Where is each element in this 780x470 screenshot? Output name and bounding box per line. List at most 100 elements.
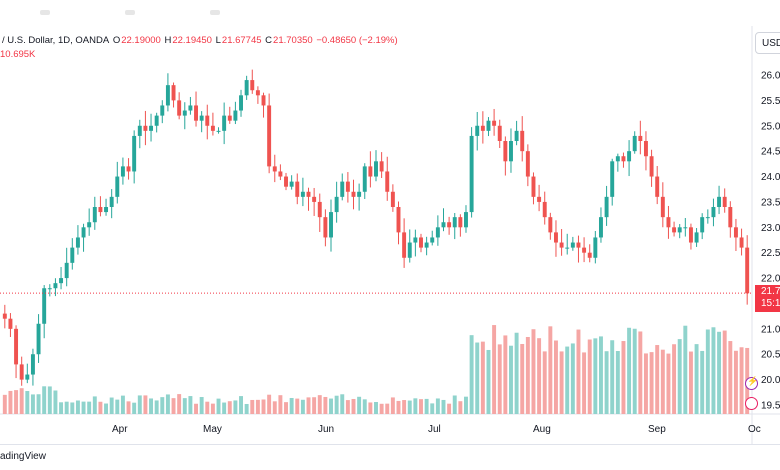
- volume-bar: [475, 342, 480, 414]
- top-toolbar: [0, 0, 780, 26]
- volume-bar: [87, 401, 92, 414]
- candle-body: [745, 247, 750, 294]
- y-tick-label: 22.0: [761, 274, 780, 285]
- volume-bar: [109, 397, 114, 414]
- candle-body: [143, 125, 148, 131]
- candle-body: [565, 247, 570, 249]
- volume-bar: [610, 340, 615, 414]
- y-tick-label: 24.0: [761, 172, 780, 183]
- open-value: 22.19000: [121, 35, 161, 46]
- y-tick-label: 25.0: [761, 121, 780, 132]
- candle-body: [104, 207, 109, 213]
- volume-bar: [132, 402, 137, 414]
- volume-bar: [222, 402, 227, 414]
- volume-bar: [374, 401, 378, 414]
- candle-body: [2, 313, 7, 319]
- y-tick-label: 20.0: [761, 375, 780, 386]
- volume-bar: [194, 403, 198, 414]
- volume-bar: [739, 347, 744, 414]
- candle-body: [75, 237, 80, 248]
- volume-bar: [210, 403, 215, 414]
- candle-body: [514, 130, 519, 141]
- candle-body: [42, 288, 47, 324]
- candle-body: [53, 283, 58, 289]
- toolbar-dot[interactable]: [125, 10, 135, 15]
- lightning-icon[interactable]: [745, 376, 758, 390]
- candle-body: [385, 171, 390, 192]
- volume-bar: [227, 401, 232, 414]
- volume-bar: [216, 398, 221, 414]
- candle-body: [300, 191, 305, 197]
- volume-bar: [520, 343, 525, 414]
- ohlc-legend: / U.S. Dollar, 1D, OANDA O22.19000 H22.1…: [2, 35, 399, 46]
- candle-body: [137, 125, 142, 136]
- volume-bar: [486, 349, 491, 414]
- candle-body: [255, 90, 260, 96]
- candle-body: [36, 323, 41, 355]
- candle-body: [402, 232, 407, 258]
- candle-body: [329, 212, 333, 238]
- volume-bar: [357, 396, 362, 414]
- volume-bar: [677, 339, 682, 414]
- candle-body: [81, 227, 86, 238]
- candle-body: [8, 318, 13, 329]
- candle-body: [210, 125, 215, 131]
- volume-bar: [239, 396, 243, 414]
- volume-bar: [464, 396, 468, 414]
- candle-body: [165, 85, 170, 106]
- candle-body: [267, 105, 272, 167]
- volume-bar: [362, 399, 367, 414]
- candle-body: [576, 242, 581, 248]
- x-tick-label: May: [203, 424, 222, 435]
- volume-bar: [604, 351, 609, 414]
- y-tick-label: 22.5: [761, 248, 780, 259]
- x-tick-label: Sep: [648, 424, 666, 435]
- volume-bar: [390, 397, 395, 414]
- volume-bar: [430, 403, 435, 414]
- candle-body: [30, 354, 35, 375]
- last-price-badge: 21.7 15:1: [755, 285, 780, 312]
- price-chart[interactable]: 19.5 20.0 20.5 21.0 22.0 22.5 23.0 23.5 24.0 24.5…: [0, 26, 780, 444]
- candle-body: [182, 110, 187, 116]
- toolbar-dot[interactable]: [210, 10, 220, 15]
- volume-bar: [694, 344, 699, 414]
- candle-body: [458, 217, 463, 228]
- candle-body: [216, 130, 221, 132]
- volume-bar: [565, 346, 570, 414]
- currency-button[interactable]: USD: [755, 32, 780, 54]
- flag-icon[interactable]: [745, 397, 758, 410]
- candle-body: [430, 237, 435, 243]
- volume-bar: [542, 351, 547, 414]
- candle-body: [25, 374, 30, 380]
- volume-bar: [503, 335, 508, 414]
- candle-body: [666, 217, 671, 228]
- candle-body: [475, 125, 480, 136]
- volume-bar: [688, 351, 693, 414]
- volume-bar: [587, 339, 592, 414]
- volume-bar: [632, 328, 637, 414]
- y-tick-label: 23.0: [761, 223, 780, 234]
- candle-body: [711, 207, 716, 218]
- volume-bar: [435, 398, 440, 414]
- candle-body: [419, 237, 423, 248]
- candle-body: [688, 227, 693, 243]
- volume-bar: [627, 327, 632, 414]
- y-tick-label: 19.5: [761, 401, 780, 412]
- volume-bar: [441, 399, 446, 414]
- toolbar-dot[interactable]: [40, 10, 50, 15]
- y-tick-label: 23.5: [761, 197, 780, 208]
- candle-body: [570, 242, 575, 248]
- volume-bar: [402, 400, 407, 414]
- volume-bar: [19, 388, 24, 414]
- volume-bar: [559, 351, 564, 414]
- candle-body: [345, 181, 350, 192]
- candle-body: [312, 196, 317, 202]
- volume-bar: [137, 395, 142, 414]
- candle-body: [19, 364, 24, 380]
- volume-bar: [576, 329, 581, 414]
- candle-body: [194, 105, 198, 121]
- volume-bar: [492, 325, 497, 414]
- candle-body: [728, 207, 733, 228]
- volume-bar: [621, 341, 626, 414]
- candle-body: [334, 196, 339, 213]
